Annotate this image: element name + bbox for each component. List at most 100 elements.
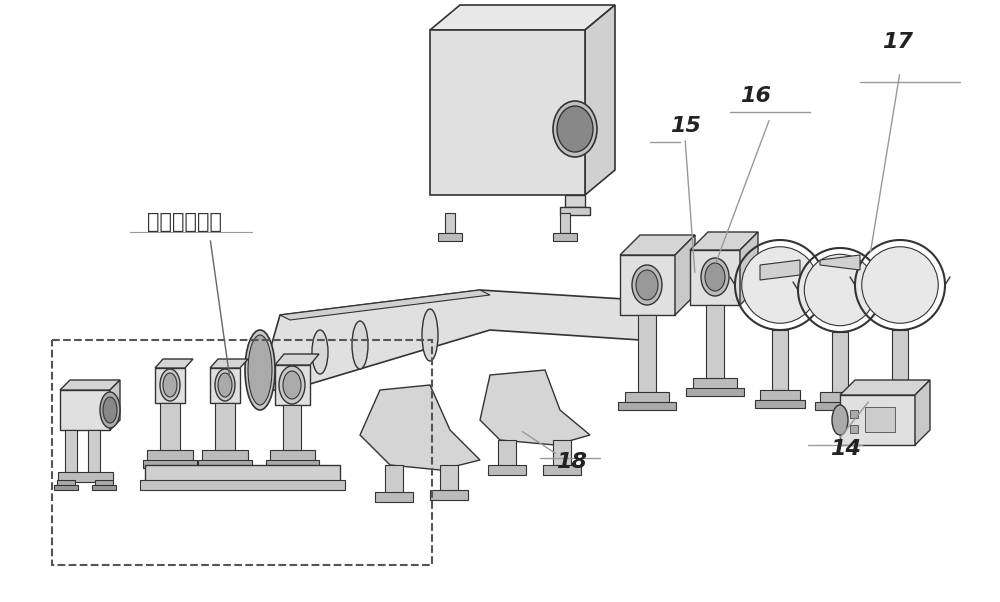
Bar bbox=[693, 378, 737, 390]
Bar bbox=[145, 465, 340, 483]
Bar bbox=[430, 490, 468, 500]
Ellipse shape bbox=[312, 330, 328, 374]
Bar bbox=[618, 402, 676, 410]
Ellipse shape bbox=[352, 321, 368, 369]
Ellipse shape bbox=[701, 258, 729, 296]
Text: 17: 17 bbox=[882, 32, 913, 52]
Bar bbox=[543, 465, 581, 475]
Bar bbox=[57, 480, 75, 487]
Ellipse shape bbox=[804, 254, 876, 326]
Bar bbox=[210, 368, 240, 403]
Bar bbox=[706, 305, 724, 380]
Ellipse shape bbox=[632, 265, 662, 305]
Bar bbox=[65, 430, 77, 475]
Bar bbox=[202, 450, 248, 462]
Bar bbox=[638, 315, 656, 395]
Ellipse shape bbox=[283, 371, 301, 399]
Text: 待测光学系统: 待测光学系统 bbox=[148, 212, 222, 232]
Bar bbox=[498, 440, 516, 468]
Bar bbox=[266, 460, 319, 468]
Ellipse shape bbox=[832, 405, 848, 435]
Bar bbox=[147, 450, 193, 462]
Ellipse shape bbox=[163, 373, 177, 397]
Bar bbox=[832, 332, 848, 392]
Bar bbox=[54, 485, 78, 490]
Bar bbox=[198, 460, 252, 468]
Polygon shape bbox=[280, 290, 490, 320]
Polygon shape bbox=[675, 235, 695, 315]
Ellipse shape bbox=[557, 106, 593, 152]
Ellipse shape bbox=[553, 101, 597, 157]
Polygon shape bbox=[840, 380, 930, 395]
Bar bbox=[760, 390, 800, 402]
Ellipse shape bbox=[422, 309, 438, 361]
Bar bbox=[438, 233, 462, 241]
Ellipse shape bbox=[103, 397, 117, 423]
Bar bbox=[215, 403, 235, 453]
Text: 15: 15 bbox=[670, 116, 701, 136]
Bar bbox=[865, 407, 895, 432]
Polygon shape bbox=[690, 232, 758, 250]
Bar bbox=[850, 425, 858, 433]
Bar bbox=[560, 207, 590, 215]
Bar bbox=[283, 405, 301, 453]
Ellipse shape bbox=[705, 263, 725, 291]
Polygon shape bbox=[760, 260, 800, 280]
Bar bbox=[690, 250, 740, 305]
Bar bbox=[850, 410, 858, 418]
Polygon shape bbox=[915, 380, 930, 445]
Polygon shape bbox=[430, 5, 615, 30]
Bar bbox=[880, 390, 920, 402]
Ellipse shape bbox=[742, 247, 818, 323]
Bar bbox=[430, 30, 585, 195]
Ellipse shape bbox=[215, 369, 235, 401]
Polygon shape bbox=[360, 385, 480, 470]
Bar bbox=[88, 430, 100, 475]
Polygon shape bbox=[480, 370, 590, 445]
Text: 18: 18 bbox=[556, 452, 587, 472]
Polygon shape bbox=[820, 255, 860, 270]
Ellipse shape bbox=[862, 247, 938, 323]
Bar bbox=[60, 390, 110, 430]
Ellipse shape bbox=[100, 392, 120, 428]
Bar bbox=[385, 465, 403, 495]
Ellipse shape bbox=[218, 373, 232, 397]
Ellipse shape bbox=[636, 270, 658, 300]
Bar bbox=[488, 465, 526, 475]
Ellipse shape bbox=[248, 335, 272, 405]
Bar bbox=[553, 440, 571, 468]
Bar bbox=[772, 330, 788, 390]
Polygon shape bbox=[270, 290, 640, 390]
Bar bbox=[553, 233, 577, 241]
Bar bbox=[440, 465, 458, 493]
Bar bbox=[143, 460, 197, 468]
Bar bbox=[95, 480, 113, 487]
Bar bbox=[140, 480, 345, 490]
Bar bbox=[620, 255, 675, 315]
Polygon shape bbox=[740, 232, 758, 305]
Text: 16: 16 bbox=[740, 86, 771, 106]
Ellipse shape bbox=[279, 366, 305, 404]
Bar bbox=[160, 403, 180, 453]
Polygon shape bbox=[60, 380, 120, 390]
Bar bbox=[815, 402, 865, 410]
Bar bbox=[565, 195, 585, 207]
Polygon shape bbox=[155, 359, 193, 368]
Ellipse shape bbox=[160, 369, 180, 401]
Bar bbox=[875, 400, 925, 408]
Bar bbox=[892, 330, 908, 390]
Bar bbox=[840, 395, 915, 445]
Bar bbox=[52, 340, 432, 565]
Polygon shape bbox=[110, 380, 120, 430]
Bar bbox=[270, 450, 315, 462]
Text: 14: 14 bbox=[830, 439, 861, 459]
Bar bbox=[686, 388, 744, 396]
Bar bbox=[820, 392, 860, 404]
Bar bbox=[445, 213, 455, 233]
Bar bbox=[92, 485, 116, 490]
Polygon shape bbox=[210, 359, 248, 368]
Polygon shape bbox=[275, 354, 319, 365]
Bar bbox=[58, 472, 113, 482]
Bar bbox=[375, 492, 413, 502]
Polygon shape bbox=[620, 235, 695, 255]
